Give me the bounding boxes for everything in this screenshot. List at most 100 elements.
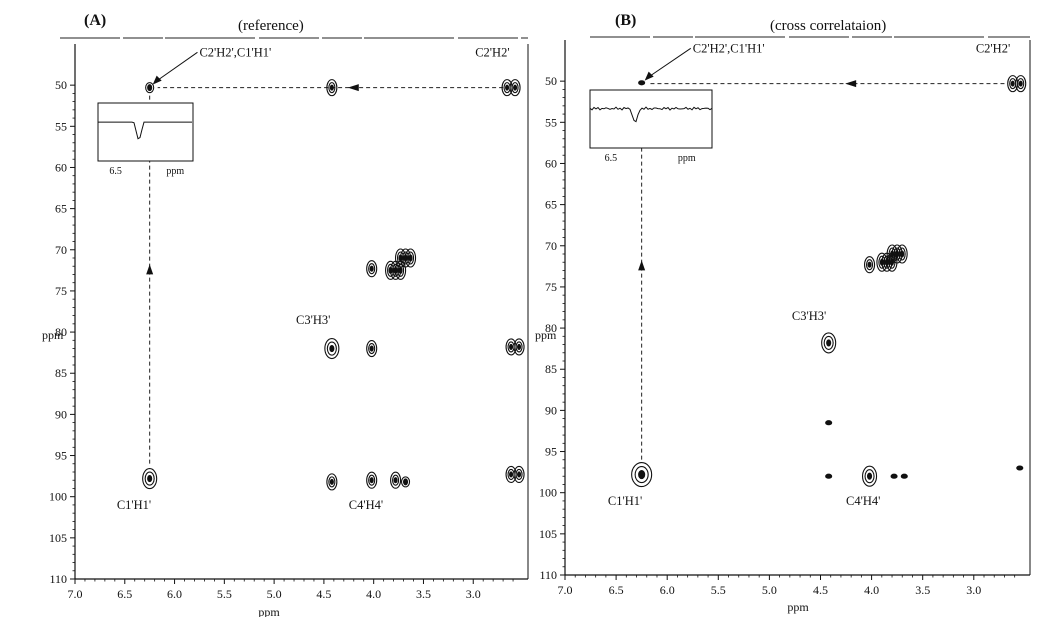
nmr-peak (867, 261, 872, 268)
panel-b-y-tick-label: 110 (539, 568, 557, 582)
panel-a-y-tick-label: 65 (55, 202, 67, 216)
peak-annotation: C3'H3' (792, 309, 826, 323)
panel-b-y-tick-label: 90 (545, 403, 557, 417)
panel-a-x-tick-label: 5.0 (267, 587, 282, 601)
panel-b-y-tick-label: 85 (545, 362, 557, 376)
nmr-peak (890, 473, 898, 479)
nmr-peak (513, 338, 525, 356)
nmr-peak (402, 478, 409, 486)
nmr-peak (144, 471, 155, 486)
nmr-peak (826, 339, 832, 347)
panel-a-x-tick-label: 7.0 (68, 587, 83, 601)
nmr-peak (369, 477, 374, 484)
nmr-peak (398, 266, 403, 274)
panel-a-y-tick-label: 95 (55, 449, 67, 463)
panel-a-inset-tick: 6.5 (109, 166, 122, 177)
panel-a: (A) (reference) ppm ppm 50 55 60 65 70 75 80 85… (42, 12, 529, 619)
nmr-peak (863, 256, 876, 274)
panel-a-title: (reference) (238, 18, 304, 34)
nmr-peak (517, 343, 522, 350)
peak-annotation: C4'H4' (846, 494, 880, 508)
panel-b-x-tick-label: 5.0 (762, 583, 777, 597)
panel-a-x-tick-label: 4.0 (366, 587, 381, 601)
panel-a-y-tick-label: 85 (55, 366, 67, 380)
nmr-peak (368, 474, 376, 486)
nmr-peak (366, 260, 378, 278)
peak-annotation: C4'H4' (349, 498, 383, 512)
panel-b-title: (cross correlataion) (770, 18, 886, 34)
nmr-peak (900, 250, 905, 258)
nmr-peak (1016, 465, 1024, 471)
nmr-peak (864, 469, 875, 484)
panel-a-x-tick-label: 3.0 (466, 587, 481, 601)
panel-b-inset-frame (589, 89, 713, 149)
peak-annotation: C1'H1' (608, 494, 642, 508)
nmr-peak (1015, 75, 1027, 93)
panel-b-label-pointer (647, 47, 692, 79)
nmr-peak (517, 471, 522, 478)
nmr-peak (408, 254, 413, 262)
panel-a-y-tick-label: 80 (55, 325, 67, 339)
panel-b-left-arrow (845, 80, 857, 88)
panel-b-y-tick-label: 100 (539, 486, 557, 500)
panel-b-x-tick-label: 6.0 (660, 583, 675, 597)
panel-b-x-tick-label: 3.5 (915, 583, 930, 597)
panel-a-x-tick-label: 6.0 (167, 587, 182, 601)
nmr-peak (142, 468, 158, 490)
panel-b-y-tick-label: 60 (545, 156, 557, 170)
panel-a-y-tick-label: 75 (55, 284, 67, 298)
nmr-peak (366, 471, 378, 489)
nmr-peak (634, 466, 649, 484)
nmr-peak (825, 473, 833, 479)
panel-a-y-tick-label: 70 (55, 243, 67, 257)
nmr-peak (638, 80, 646, 86)
panel-a-inset-trace (98, 121, 192, 140)
nmr-peak (368, 263, 376, 275)
nmr-peak (821, 332, 837, 354)
nmr-peak (509, 79, 521, 97)
nmr-peak (326, 79, 338, 97)
nmr-peak (505, 84, 510, 91)
nmr-peak (823, 335, 834, 350)
nmr-peak (329, 344, 335, 353)
panel-a-x-tick-label: 5.5 (217, 587, 232, 601)
panel-a-x-tick-label: 6.5 (117, 587, 132, 601)
panel-b-x-tick-label: 5.5 (711, 583, 726, 597)
nmr-peak (404, 248, 417, 268)
panel-a-label-pointer (155, 51, 198, 83)
nmr-peak (328, 82, 336, 94)
nmr-peak (515, 341, 523, 353)
nmr-peak (147, 475, 153, 483)
panel-a-x-tick-label: 3.5 (416, 587, 431, 601)
panel-b: (B) (cross correlataion) ppm ppm 50 55 60 6… (535, 12, 1031, 614)
panel-b-ylabel: ppm (535, 328, 557, 342)
panel-b-x-tick-label: 7.0 (558, 583, 573, 597)
nmr-peak (1017, 78, 1025, 90)
panel-a-xlabel: ppm (258, 605, 280, 617)
panel-b-label: (B) (615, 12, 636, 29)
panel-b-y-tick-label: 70 (545, 239, 557, 253)
nmr-peak (390, 471, 402, 489)
panel-b-inset-trace (589, 106, 713, 123)
panel-a-y-tick-label: 105 (49, 531, 67, 545)
nmr-peak (900, 473, 908, 479)
panel-a-ylabel: ppm (42, 328, 64, 342)
panel-b-x-tick-label: 4.5 (813, 583, 828, 597)
panel-b-y-tick-label: 75 (545, 280, 557, 294)
nmr-peak (400, 476, 411, 488)
nmr-peak (1018, 80, 1023, 87)
panel-a-x-tick-label: 4.5 (316, 587, 331, 601)
nmr-peak (513, 84, 518, 91)
nmr-peak (393, 477, 398, 484)
peak-annotation: C2'H2' (475, 45, 509, 59)
panel-b-up-arrow (638, 260, 646, 271)
panel-b-xlabel: ppm (787, 600, 809, 614)
peak-annotation: C3'H3' (296, 313, 330, 327)
nmr-peak (406, 251, 415, 265)
panel-a-y-tick-label: 100 (49, 490, 67, 504)
panel-a-y-tick-label: 90 (55, 407, 67, 421)
nmr-peak (631, 462, 653, 488)
panel-b-x-tick-label: 3.0 (966, 583, 981, 597)
